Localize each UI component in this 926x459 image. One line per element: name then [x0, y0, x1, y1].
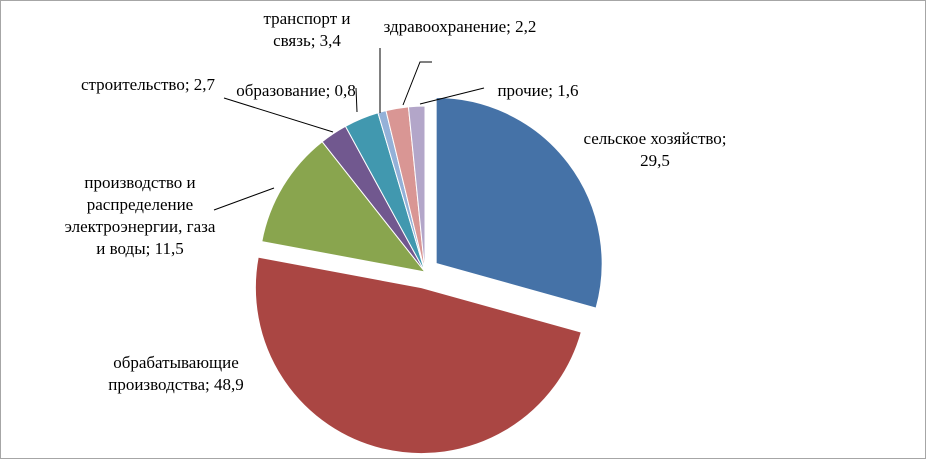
data-label: строительство; 2,7 [80, 75, 216, 94]
pie-slice [254, 256, 582, 455]
leader-line [402, 61, 432, 106]
label-box: обрабатывающие производства; 48,9 [108, 353, 244, 394]
pie-slice [435, 97, 603, 309]
data-label: здравоохранение; 2,2 [383, 17, 537, 36]
data-label: сельское хозяйство; 29,5 [583, 129, 727, 170]
label-box: образование; 0,8 [236, 81, 356, 100]
label-box: производство и распределение электроэнер… [64, 173, 216, 258]
label-box: здравоохранение; 2,2 [383, 17, 537, 36]
data-label: производство и распределение электроэнер… [64, 173, 216, 258]
pie-slice [407, 105, 426, 273]
leader-line [355, 87, 358, 113]
label-box: строительство; 2,7 [80, 75, 216, 94]
label-box: прочие; 1,6 [497, 81, 579, 100]
pie-slice [261, 141, 427, 273]
leader-line [419, 87, 485, 105]
leader-line [213, 187, 275, 211]
label-box: транспорт и связь; 3,4 [263, 9, 351, 50]
label-box: сельское хозяйство; 29,5 [583, 129, 727, 170]
data-label: транспорт и связь; 3,4 [263, 9, 351, 50]
data-label: обрабатывающие производства; 48,9 [108, 353, 244, 394]
data-label: образование; 0,8 [236, 81, 356, 100]
data-label: прочие; 1,6 [497, 81, 579, 100]
leader-line [223, 97, 334, 133]
